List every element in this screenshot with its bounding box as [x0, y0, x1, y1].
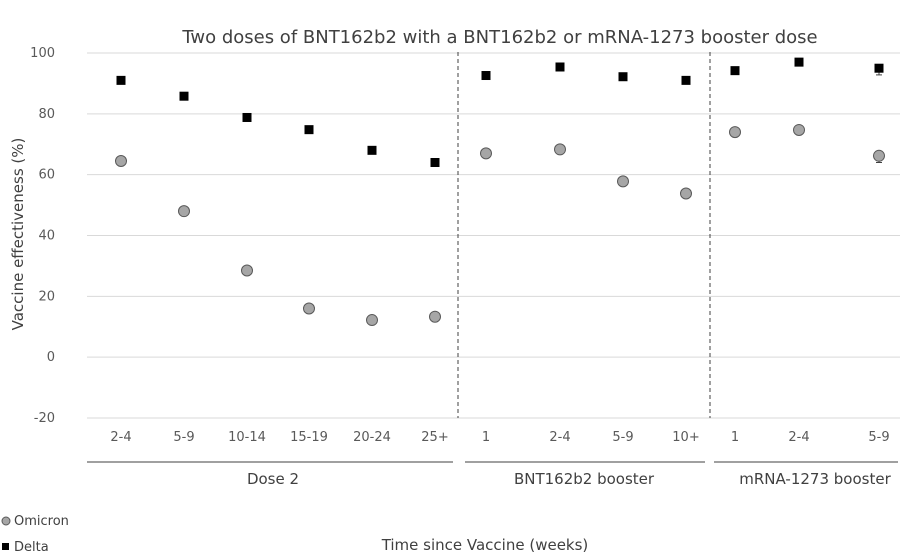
delta-point — [430, 158, 440, 167]
y-axis-label: Vaccine effectiveness (%) — [9, 138, 27, 331]
y-tick-label: 60 — [38, 168, 55, 183]
x-tick-label: 20-24 — [353, 430, 391, 445]
delta-point — [681, 75, 691, 85]
delta-point — [367, 145, 377, 155]
omicron-point — [178, 205, 190, 218]
x-tick-label: 1 — [482, 430, 490, 445]
legend-label: Omicron — [14, 514, 69, 529]
omicron-point — [680, 187, 692, 200]
x-tick-label: 10-14 — [228, 430, 266, 445]
group-label: mRNA-1273 booster — [739, 470, 891, 488]
delta-point — [179, 91, 189, 101]
delta-point — [555, 62, 565, 72]
omicron-point — [429, 310, 441, 323]
delta-point — [794, 57, 804, 67]
omicron-point — [303, 302, 315, 315]
x-tick-label: 2-4 — [788, 430, 809, 445]
x-tick-label: 1 — [731, 430, 739, 445]
y-tick-label: -20 — [34, 411, 55, 426]
delta-point — [116, 75, 126, 85]
y-axis-ticks: -20 0 20 40 60 80 100 — [30, 46, 55, 426]
omicron-point — [873, 149, 885, 162]
y-tick-label: 0 — [47, 350, 55, 365]
delta-point — [481, 71, 491, 81]
omicron-point — [366, 314, 378, 327]
x-tick-label: 25+ — [421, 430, 448, 445]
group-label: BNT162b2 booster — [514, 470, 655, 488]
y-tick-label: 40 — [38, 229, 55, 244]
x-tick-label: 5-9 — [173, 430, 194, 445]
legend-marker-delta — [2, 543, 9, 550]
y-tick-label: 80 — [38, 107, 55, 122]
x-axis-ticks: 2-4 5-9 10-14 15-19 20-24 25+ 1 2-4 5-9 10+ 1 2-4 5-… — [110, 430, 889, 445]
gridlines — [87, 52, 900, 419]
data-marks — [115, 57, 885, 327]
delta-point — [618, 72, 628, 82]
omicron-point — [554, 143, 566, 156]
y-tick-label: 100 — [30, 46, 55, 61]
legend: Omicron Delta — [1, 514, 69, 555]
delta-point — [304, 125, 314, 135]
x-tick-label: 2-4 — [549, 430, 570, 445]
omicron-point — [115, 154, 127, 167]
chart-title: Two doses of BNT162b2 with a BNT162b2 or… — [181, 27, 817, 48]
x-tick-label: 2-4 — [110, 430, 131, 445]
omicron-point — [729, 126, 741, 139]
omicron-point — [793, 123, 805, 136]
y-tick-label: 20 — [38, 289, 55, 304]
group-labels: Dose 2 BNT162b2 booster mRNA-1273 booster — [87, 461, 898, 488]
omicron-point — [617, 175, 629, 188]
x-tick-label: 5-9 — [612, 430, 633, 445]
x-tick-label: 15-19 — [290, 430, 328, 445]
delta-point — [242, 112, 252, 122]
omicron-point — [480, 147, 492, 160]
legend-label: Delta — [14, 540, 49, 555]
delta-point — [874, 63, 884, 73]
omicron-point — [241, 264, 253, 277]
x-tick-label: 10+ — [672, 430, 699, 445]
delta-point — [730, 66, 740, 76]
x-axis-label: Time since Vaccine (weeks) — [381, 536, 589, 554]
x-tick-label: 5-9 — [868, 430, 889, 445]
group-separators — [457, 52, 711, 418]
group-label: Dose 2 — [247, 470, 299, 488]
legend-marker-omicron — [1, 516, 11, 526]
